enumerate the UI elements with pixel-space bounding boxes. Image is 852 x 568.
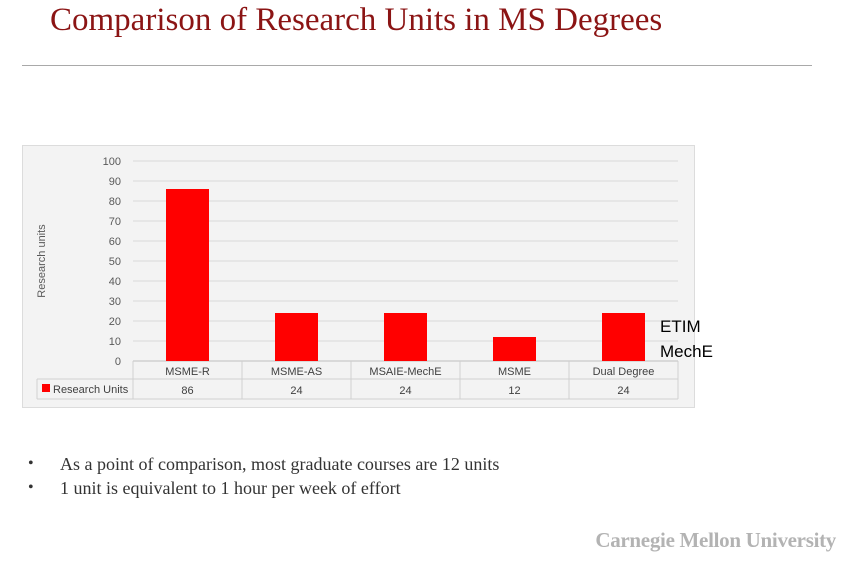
y-tick-label: 60	[109, 236, 121, 248]
bar-msaie-meche	[384, 313, 427, 361]
y-tick-label: 90	[109, 176, 121, 188]
y-tick-label: 80	[109, 196, 121, 208]
y-tick-label: 0	[115, 356, 121, 368]
legend-swatch	[42, 384, 50, 392]
y-tick-label: 50	[109, 256, 121, 268]
data-table: MSME-R 86 MSME-AS 24 MSAIE-MechE 24 MSME 12 Dual…	[36, 361, 679, 400]
bar-dual-degree	[602, 313, 645, 361]
bullet-text: As a point of comparison, most graduate …	[60, 454, 500, 474]
x-category-label: MSME-AS	[271, 366, 322, 378]
y-tick-label: 70	[109, 216, 121, 228]
y-tick-label: 40	[109, 276, 121, 288]
x-category-label: MSAIE-MechE	[369, 366, 441, 378]
y-tick-label: 10	[109, 336, 121, 348]
bullet-text: 1 unit is equivalent to 1 hour per week …	[60, 478, 401, 498]
y-axis-label: Research units	[36, 224, 48, 298]
y-axis-ticks: 0 10 20 30 40 50 60 70 80 90 100	[103, 156, 121, 368]
y-tick-label: 100	[103, 156, 121, 168]
x-category-label: MSME-R	[165, 366, 210, 378]
bar-chart-svg: 0 10 20 30 40 50 60 70 80 90 100 Research units MS…	[36, 156, 679, 400]
cmu-logo-text: Carnegie Mellon University	[595, 528, 836, 552]
bar-msme-as	[275, 313, 318, 361]
bullet-dot: •	[28, 479, 34, 496]
side-note-meche: MechE	[660, 342, 713, 361]
x-category-label: MSME	[498, 366, 531, 378]
table-value: 24	[290, 385, 302, 397]
slide-title: Comparison of Research Units in MS Degre…	[50, 2, 663, 38]
side-note-etim: ETIM	[660, 317, 701, 336]
y-tick-label: 20	[109, 316, 121, 328]
table-value: 24	[399, 385, 411, 397]
y-tick-label: 30	[109, 296, 121, 308]
gridlines	[133, 160, 678, 362]
table-value: 12	[508, 385, 520, 397]
x-category-label: Dual Degree	[593, 366, 655, 378]
bar-msme-r	[166, 189, 209, 361]
bullet-item: • 1 unit is equivalent to 1 hour per week…	[28, 476, 499, 500]
bar-chart: 0 10 20 30 40 50 60 70 80 90 100 Research units MS…	[22, 145, 695, 408]
bullet-item: • As a point of comparison, most graduate…	[28, 452, 499, 476]
legend-label: Research Units	[53, 384, 129, 396]
table-value: 24	[617, 385, 629, 397]
bars	[166, 189, 645, 361]
table-value: 86	[181, 385, 193, 397]
bullet-dot: •	[28, 455, 34, 472]
title-divider	[22, 65, 812, 66]
bullet-list: • As a point of comparison, most graduate…	[28, 452, 499, 500]
bar-msme	[493, 337, 536, 361]
